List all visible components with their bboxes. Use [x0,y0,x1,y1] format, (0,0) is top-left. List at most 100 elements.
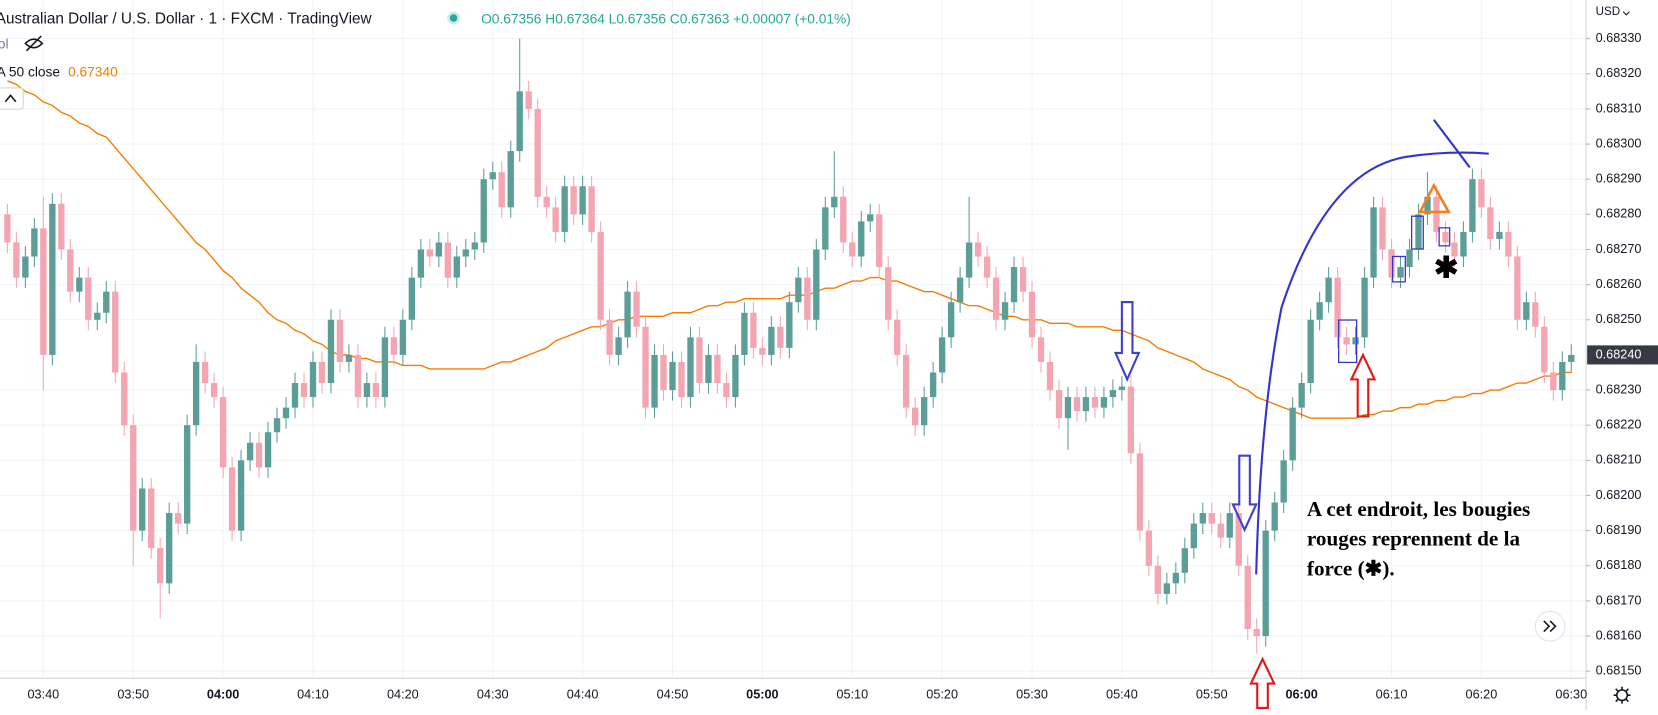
candle-body [714,354,721,384]
candle-body [1262,530,1269,637]
candle-body [597,231,604,320]
candle-body [633,291,640,327]
candle-body [498,172,505,208]
candle-body [58,203,65,250]
x-tick-label: 04:40 [567,688,599,702]
candle-body [246,442,254,461]
candle-body [174,513,182,524]
candle-body [1055,390,1063,419]
candle-body [579,186,586,215]
ohlc-legend: O0.67356 H0.67364 L0.67356 C0.67363 +0.0… [481,11,851,26]
ohlc-value: 0.67356 [492,11,542,26]
ohlc-key: C [670,11,680,26]
candle-body [1154,565,1162,594]
candle-body [201,361,209,384]
candle-body [219,397,227,468]
change: +0.00007 (+0.01%) [733,11,851,26]
ohlc-value: 0.67363 [680,11,730,26]
collapse-button[interactable] [0,87,24,110]
candle-body [1037,337,1045,362]
currency-label[interactable]: USD [1596,5,1621,18]
y-tick-label: 0.68200 [1596,488,1642,502]
candle-body [1100,397,1108,408]
candles [4,38,1575,654]
candle-body [813,249,820,320]
candle-body [876,214,883,268]
candle-body [885,267,892,320]
y-tick-label: 0.68330 [1596,31,1642,45]
candle-body [480,179,487,243]
candle-body [543,196,550,208]
y-tick-label: 0.68170 [1596,593,1642,607]
candle-body [1388,249,1395,278]
x-tick-label: 04:20 [387,688,419,702]
x-tick-label: 05:50 [1196,688,1228,702]
cross-line [1432,119,1471,169]
volume-label: Vol [0,37,9,52]
candle-body [1109,390,1117,398]
candle-body [94,312,101,320]
candle-body [660,354,667,391]
candle-body [1505,231,1512,257]
candle-body [1190,523,1197,549]
candle-body [552,207,559,232]
time-axis-bg [0,678,1587,710]
ohlc-value: 0.67364 [555,11,605,26]
y-tick-label: 0.68280 [1596,207,1642,221]
x-tick-label: 06:10 [1376,688,1408,702]
candle-body [273,418,281,433]
candle-body [588,186,595,232]
candle-body [1253,629,1260,637]
candle-body [318,361,326,384]
candle-body [570,186,577,215]
ohlc-value: 0.67356 [616,11,666,26]
y-tick-label: 0.68270 [1596,242,1642,256]
candle-body [40,228,47,355]
eye-hidden-icon[interactable] [24,35,44,52]
candle-body [112,291,119,373]
trend-curve [1255,151,1489,575]
candle-body [516,91,523,152]
candle-body [264,432,272,468]
y-tick-label: 0.68190 [1596,523,1642,537]
candle-body [1361,277,1368,338]
candle-body [894,319,901,355]
candle-body [1487,207,1494,239]
candle-body [1226,513,1233,538]
candle-body [678,361,685,398]
y-tick-label: 0.68300 [1596,136,1642,150]
candle-body [1199,513,1206,524]
candle-body [912,407,919,426]
candle-body [1568,354,1575,362]
y-tick-label: 0.68230 [1596,382,1642,396]
candle-body [1478,179,1485,208]
settings-button[interactable] [1613,686,1631,704]
candle-body [1406,249,1413,268]
candle-body [1235,513,1242,566]
y-tick-label: 0.68150 [1596,664,1642,678]
status-dot [449,14,458,22]
candle-body [1208,513,1215,524]
candle-body [929,372,937,398]
x-tick-label: 04:10 [297,688,329,702]
candle-body [786,302,793,348]
candle-body [1343,337,1350,345]
grid [0,0,1587,679]
candle-body [768,326,775,355]
annotation-line: rouges reprennent de la [1307,527,1521,551]
candle-body [561,186,568,232]
collapse-icon [4,94,17,103]
candle-body [974,242,982,257]
candle-body [76,277,83,292]
candle-body [606,319,613,355]
candle-body [148,488,155,549]
annotations: ✱ A cet endroit, les bougies rouges repr… [1113,119,1530,709]
candle-body [1091,397,1099,408]
candle-body [1442,231,1449,243]
candle-body [417,249,425,278]
candle-body [1217,523,1224,538]
candle-body [49,203,56,355]
candle-body [408,277,416,320]
